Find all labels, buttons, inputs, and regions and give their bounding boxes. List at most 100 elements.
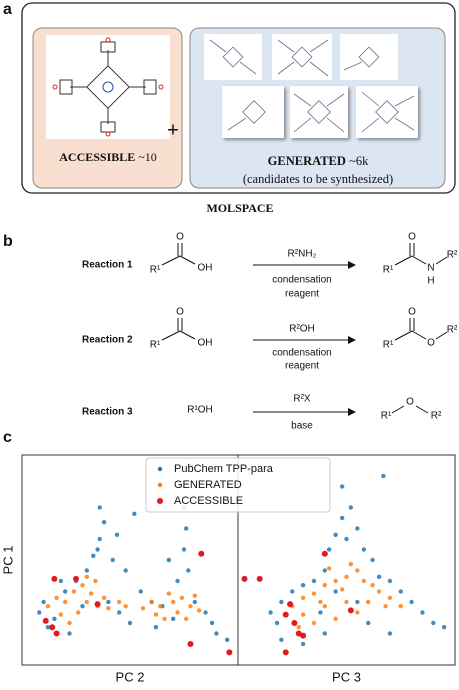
- legend-label: PubChem TPP-para: [174, 463, 274, 475]
- generated-name: GENERATED: [268, 154, 346, 168]
- condition: condensation: [272, 348, 332, 359]
- atom: R¹: [383, 265, 394, 276]
- point: [300, 632, 307, 639]
- point: [355, 568, 360, 573]
- generated-tiles: [204, 34, 418, 138]
- porphyrin-sketch: [52, 37, 164, 137]
- point: [347, 607, 354, 614]
- panel-label: a: [3, 1, 12, 18]
- point: [84, 599, 90, 605]
- point: [51, 575, 58, 582]
- point: [84, 568, 90, 573]
- point: [106, 606, 111, 611]
- point: [339, 587, 345, 592]
- point: [361, 547, 367, 552]
- point: [101, 595, 107, 600]
- atom: R¹: [381, 411, 392, 422]
- atom: R²: [447, 325, 458, 336]
- point: [110, 557, 115, 563]
- point: [291, 620, 298, 626]
- atom: O: [427, 338, 435, 349]
- atom: O: [176, 307, 184, 318]
- point: [183, 616, 189, 621]
- point: [171, 599, 176, 605]
- reagent: R²NH₂: [288, 249, 317, 260]
- condition: base: [291, 421, 313, 432]
- point: [318, 610, 323, 615]
- accessible-name: ACCESSIBLE: [59, 150, 135, 164]
- point: [387, 631, 393, 636]
- point: [420, 610, 425, 615]
- point: [106, 599, 111, 605]
- atom: R²: [431, 411, 442, 422]
- point: [321, 550, 328, 557]
- point: [387, 595, 393, 600]
- point: [153, 625, 159, 630]
- point: [62, 589, 68, 594]
- atom: OH: [198, 338, 213, 349]
- product-bonds: [394, 318, 448, 341]
- point: [214, 631, 219, 636]
- point: [166, 591, 172, 596]
- point: [123, 604, 128, 609]
- atom: O: [408, 307, 416, 318]
- point: [311, 620, 317, 626]
- x-axis-label: PC 2: [116, 669, 145, 684]
- atom: O: [406, 397, 414, 408]
- point: [117, 599, 122, 605]
- atom: OH: [198, 263, 213, 274]
- point: [366, 620, 371, 626]
- point: [80, 604, 85, 609]
- point: [203, 610, 208, 615]
- point: [339, 484, 345, 489]
- point: [370, 557, 375, 563]
- reaction-name: Reaction 1: [82, 260, 133, 271]
- point: [311, 591, 317, 596]
- point: [296, 625, 301, 630]
- point: [171, 616, 176, 621]
- point: [344, 574, 349, 579]
- point: [53, 630, 60, 637]
- legend-label: GENERATED: [174, 479, 242, 491]
- point: [158, 604, 163, 609]
- point: [339, 515, 345, 521]
- point: [186, 568, 191, 573]
- point: [101, 520, 107, 525]
- generated-note: (candidates to be synthesized): [243, 172, 393, 186]
- point: [127, 620, 133, 626]
- point: [282, 649, 289, 656]
- condition: reagent: [285, 361, 319, 372]
- point: [322, 583, 327, 588]
- point: [268, 610, 273, 615]
- accessible-label: ACCESSIBLE ~10: [59, 150, 157, 164]
- point: [376, 589, 382, 594]
- point: [153, 612, 159, 617]
- point: [67, 620, 72, 626]
- point: [318, 599, 323, 605]
- reagent: R²OH: [289, 324, 315, 335]
- condition: condensation: [272, 275, 332, 286]
- point: [333, 578, 338, 584]
- point: [322, 604, 327, 609]
- reaction-name: Reaction 2: [82, 335, 133, 346]
- point: [348, 562, 354, 567]
- product-bonds: [394, 243, 448, 266]
- point: [287, 601, 294, 608]
- point: [376, 574, 382, 579]
- molspace-caption: MOLSPACE: [206, 201, 273, 215]
- point: [431, 620, 436, 626]
- point: [97, 536, 102, 542]
- point: [441, 625, 447, 630]
- point: [348, 505, 354, 510]
- generated-sketches: [209, 39, 415, 133]
- point: [333, 616, 338, 621]
- point: [290, 589, 295, 594]
- point: [138, 589, 143, 594]
- point: [300, 612, 306, 617]
- point: [42, 617, 49, 624]
- point: [226, 649, 233, 656]
- point: [279, 599, 284, 605]
- point: [52, 616, 57, 621]
- legend-label: ACCESSIBLE: [174, 495, 243, 507]
- point: [175, 610, 180, 615]
